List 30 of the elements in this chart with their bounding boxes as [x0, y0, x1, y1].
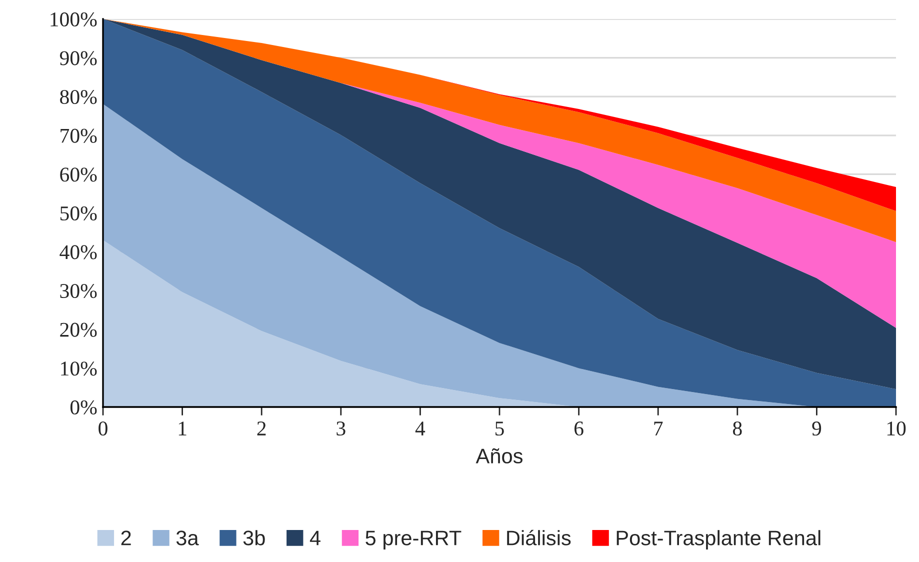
legend-label: Diálisis: [507, 530, 571, 546]
legend-label: 3a: [176, 530, 199, 546]
y-tick-label: 50%: [60, 206, 97, 220]
x-tick-label: 10: [887, 421, 906, 436]
x-axis-title: Años: [476, 448, 522, 464]
y-tick-label: 60%: [60, 168, 97, 182]
y-tick-label: 20%: [60, 322, 97, 337]
x-tick-label: 5: [496, 422, 504, 436]
y-tick-label: 80%: [60, 90, 97, 104]
x-tick-label: 6: [574, 422, 584, 436]
y-tick-label: 40%: [60, 245, 97, 260]
y-tick-label: 70%: [60, 128, 97, 143]
y-tick-label: 30%: [60, 284, 97, 298]
y-tick-label: 10%: [61, 362, 97, 376]
legend-label: 3b: [243, 530, 265, 546]
y-tick-label: 0%: [70, 400, 97, 414]
legend-label: Post-Trasplante Renal: [616, 530, 820, 550]
x-tick-label: 2: [257, 422, 266, 436]
legend-label: 2: [121, 530, 131, 546]
x-tick-label: 4: [415, 422, 426, 436]
x-tick-label: 9: [812, 422, 822, 436]
x-tick-label: 0: [98, 421, 108, 436]
x-tick-label: 3: [336, 422, 346, 436]
x-tick-label: 8: [732, 421, 742, 436]
legend-label: 5 pre-RRT: [366, 530, 462, 550]
y-tick-label: 90%: [60, 51, 97, 66]
x-tick-label: 7: [654, 422, 663, 436]
y-tick-label: 100%: [50, 12, 97, 26]
legend-label: 4: [310, 530, 320, 546]
x-tick-label: 1: [178, 422, 186, 436]
